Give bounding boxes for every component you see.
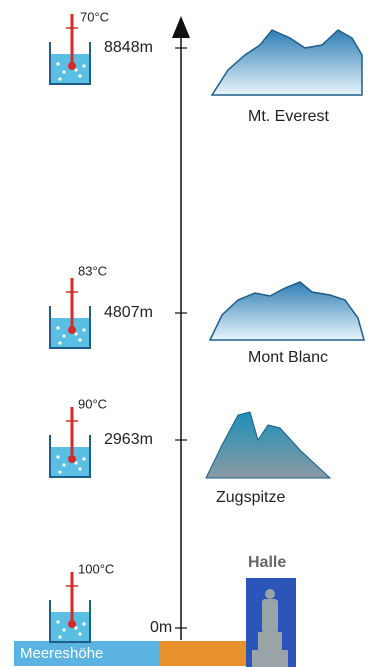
- ground-bar: [160, 641, 246, 666]
- bubble: [56, 455, 59, 458]
- thermometer-bulb: [68, 326, 76, 334]
- beaker: [50, 407, 90, 477]
- mountain-name: Mt. Everest: [248, 108, 329, 125]
- temperature: 70°C: [80, 9, 109, 24]
- bubble: [56, 62, 59, 65]
- bubble: [74, 461, 77, 464]
- beaker: [50, 278, 90, 348]
- bubble: [58, 341, 61, 344]
- bubble: [56, 326, 59, 329]
- bubble: [82, 457, 85, 460]
- height: 0m: [150, 619, 172, 636]
- bubble: [56, 620, 59, 623]
- sea-level-label: Meereshöhe: [20, 645, 103, 662]
- temperature: 90°C: [78, 396, 107, 411]
- bubble: [58, 470, 61, 473]
- bubble: [74, 626, 77, 629]
- beaker: [50, 14, 90, 84]
- bubble: [62, 628, 65, 631]
- thermometer-bulb: [68, 620, 76, 628]
- bubble: [58, 635, 61, 638]
- bubble: [74, 68, 77, 71]
- bubble: [78, 74, 81, 77]
- height: 2963m: [104, 431, 153, 448]
- mountain-name: Zugspitze: [216, 489, 285, 506]
- bubble: [74, 332, 77, 335]
- everest-shape: [212, 30, 362, 95]
- thermometer-bulb: [68, 455, 76, 463]
- bubble: [62, 463, 65, 466]
- temperature: 83°C: [78, 263, 107, 278]
- bubble: [78, 632, 81, 635]
- mountain-name: Mont Blanc: [248, 349, 328, 366]
- bubble: [58, 77, 61, 80]
- bubble: [82, 328, 85, 331]
- mont-blanc-shape: [210, 282, 364, 340]
- bubble: [82, 622, 85, 625]
- bubble: [78, 338, 81, 341]
- altitude-boiling-diagram: Meereshöhe 70°C 8848m Mt. Everest 83°C 4807m…: [0, 0, 369, 667]
- thermometer-bulb: [68, 62, 76, 70]
- height: 8848m: [104, 39, 153, 56]
- axis-arrow: [172, 16, 190, 38]
- city-name: Halle: [248, 554, 286, 571]
- beaker: [50, 572, 90, 642]
- height: 4807m: [104, 304, 153, 321]
- bubble: [62, 334, 65, 337]
- bubble: [82, 64, 85, 67]
- temperature: 100°C: [78, 561, 114, 576]
- bubble: [62, 70, 65, 73]
- bubble: [78, 467, 81, 470]
- zugspitze-shape: [206, 412, 330, 478]
